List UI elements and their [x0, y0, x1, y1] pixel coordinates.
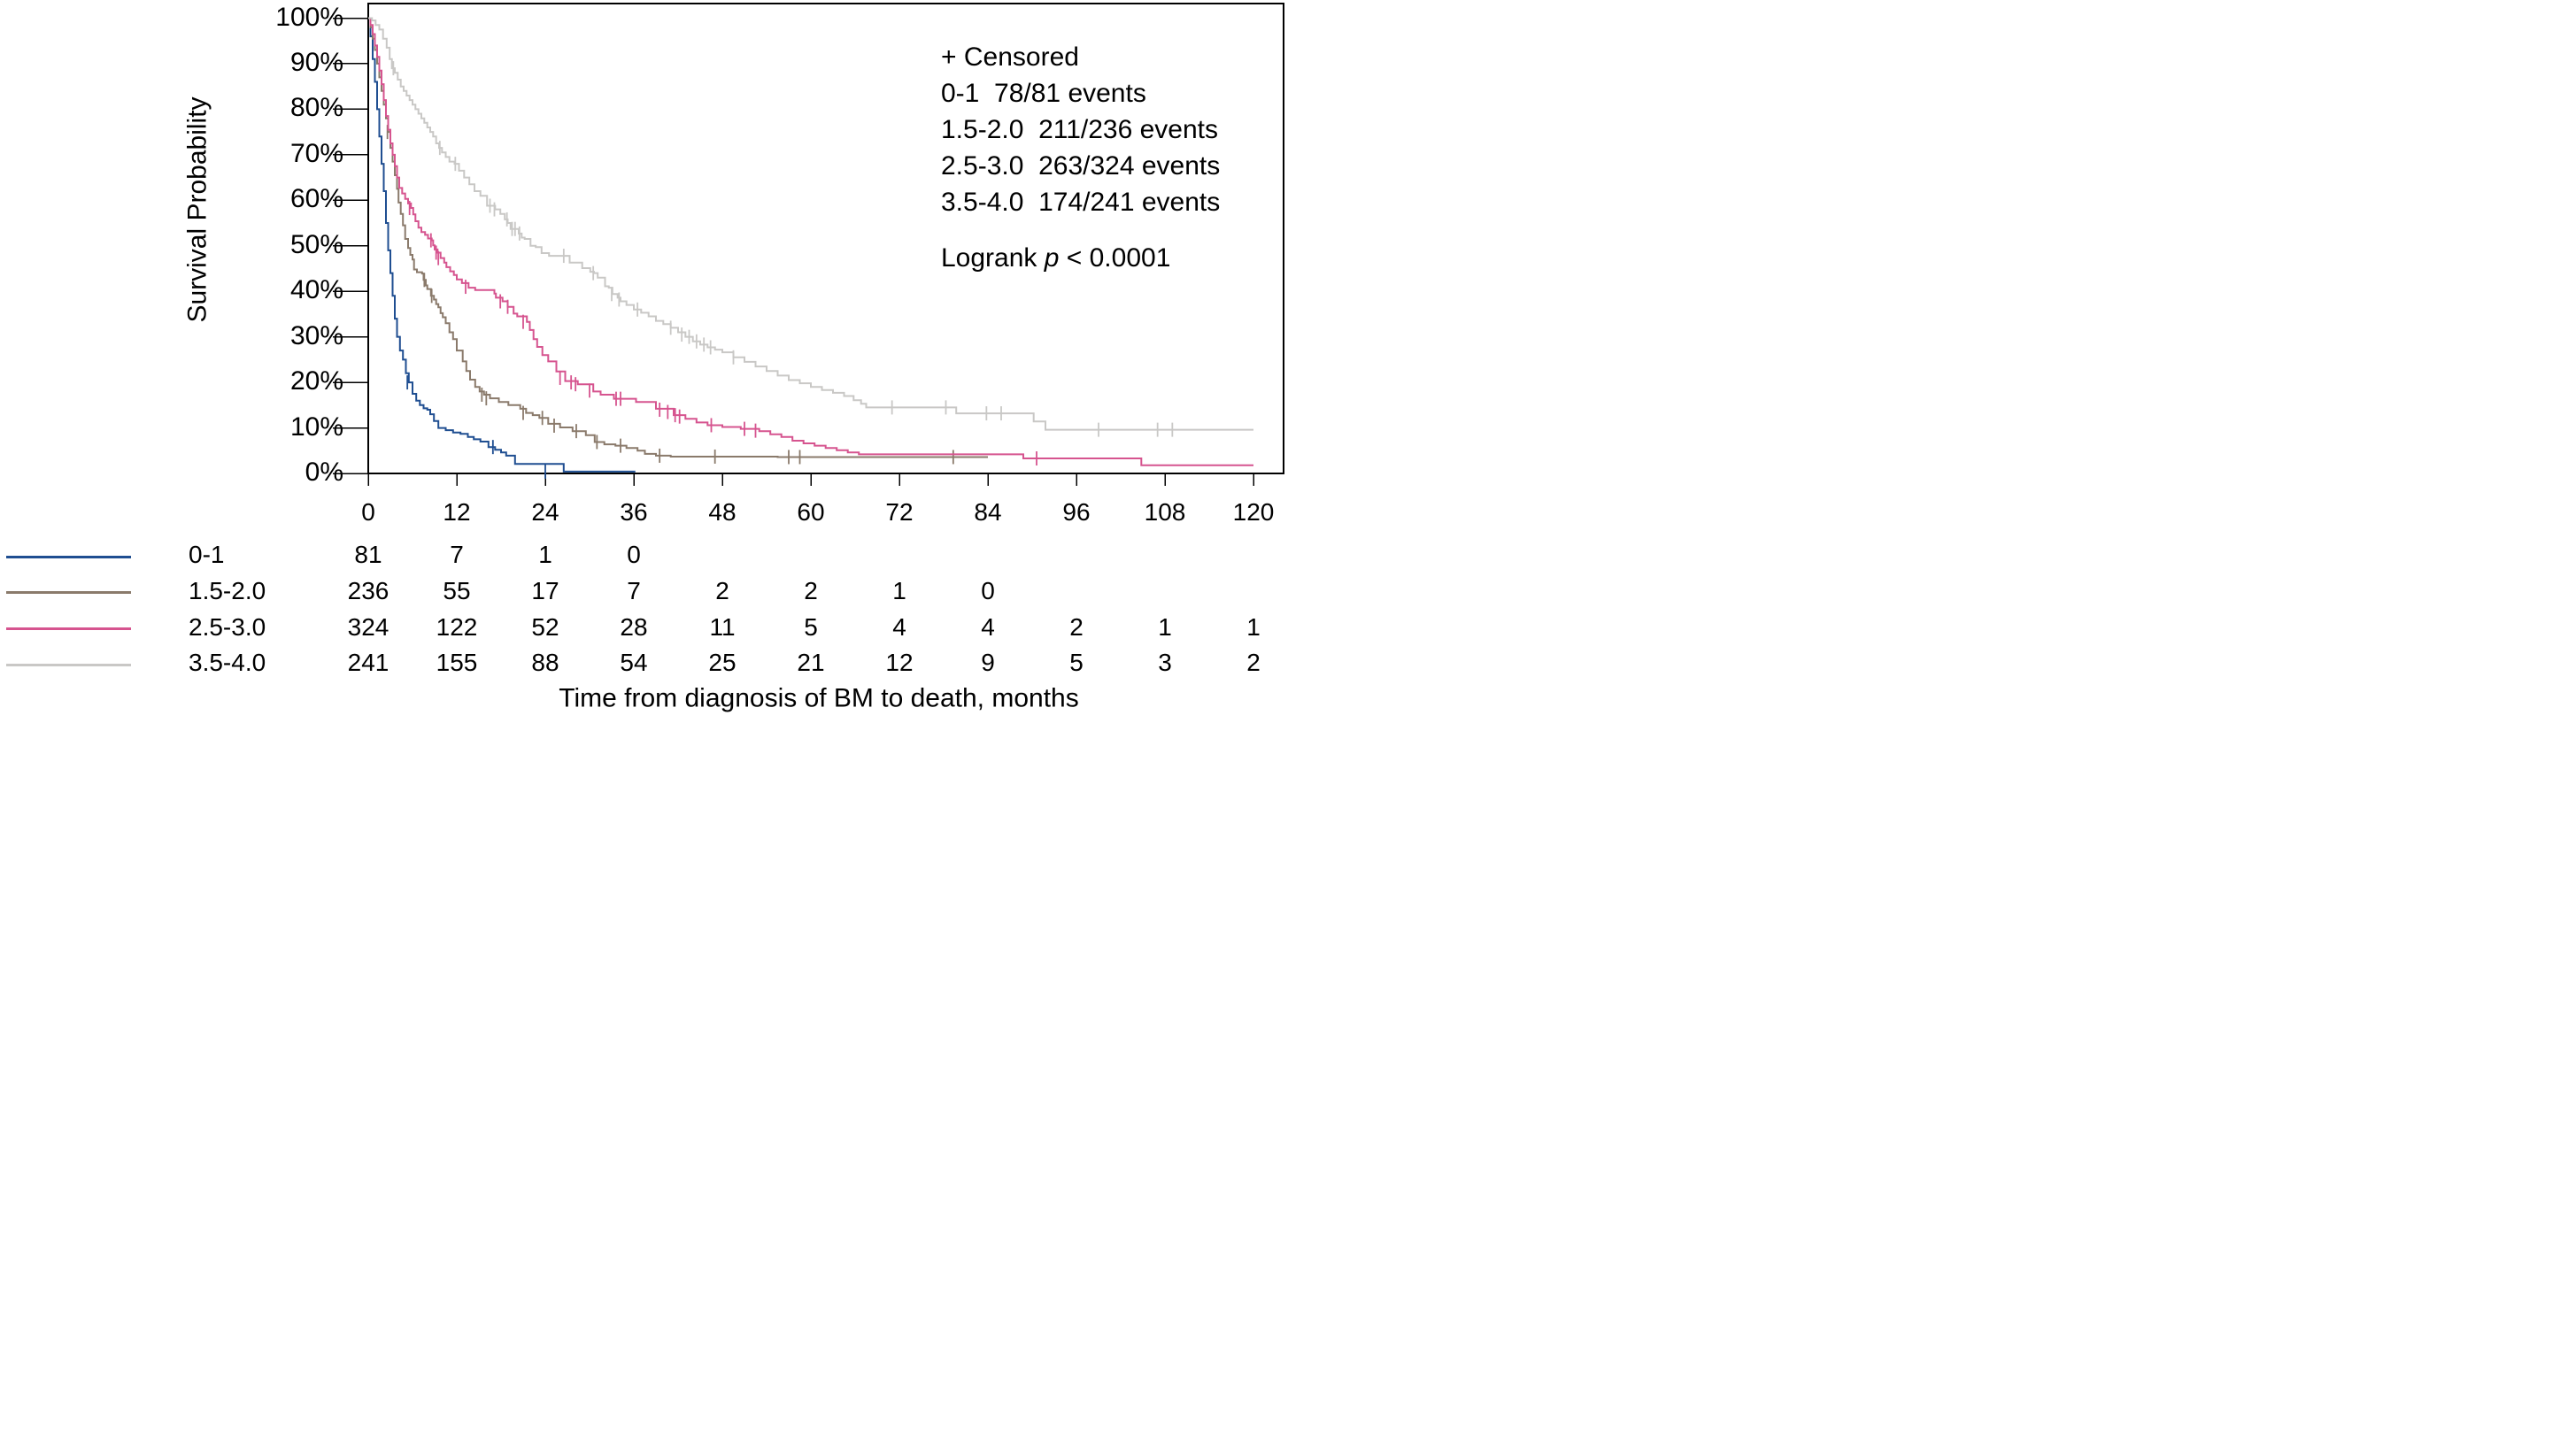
x-tick-label: 84 [974, 498, 1002, 526]
x-tick-label: 108 [1144, 498, 1186, 526]
x-tick-label: 48 [708, 498, 737, 526]
risk-count-2.5-3.0-m120: 1 [1246, 612, 1261, 641]
risk-count-0-1-m0: 81 [354, 541, 382, 568]
risk-count-3.5-4.0-m48: 25 [708, 649, 737, 677]
survival-curve-1.5-2.0 [368, 17, 988, 458]
plot-frame [367, 3, 1284, 474]
y-tick-label: 80% [289, 93, 343, 123]
y-axis-title: Survival Probability [182, 96, 212, 323]
risk-row-swatch-3.5-4.0 [6, 663, 131, 666]
legend-item-3.5-4.0: 3.5-4.0 174/241 events [941, 188, 1221, 217]
risk-count-3.5-4.0-m0: 241 [347, 649, 389, 677]
risk-count-0-1-m24: 1 [538, 541, 552, 568]
risk-count-1.5-2.0-m24: 17 [531, 576, 559, 604]
risk-count-2.5-3.0-m108: 1 [1158, 612, 1172, 641]
y-tick-label: 0% [305, 458, 343, 487]
risk-count-2.5-3.0-m84: 4 [981, 612, 995, 641]
risk-count-0-1-m36: 0 [627, 541, 641, 568]
y-tick-label: 20% [289, 366, 343, 396]
risk-count-2.5-3.0-m12: 122 [436, 612, 478, 641]
risk-count-3.5-4.0-m108: 3 [1158, 649, 1172, 677]
risk-row-swatch-0-1 [6, 555, 131, 558]
logrank-value: < 0.0001 [1059, 243, 1171, 273]
y-tick-label: 50% [289, 229, 343, 259]
risk-count-3.5-4.0-m12: 155 [436, 649, 478, 677]
risk-count-3.5-4.0-m120: 2 [1246, 649, 1261, 677]
x-tick-label: 96 [1062, 498, 1091, 526]
risk-count-1.5-2.0-m0: 236 [347, 576, 389, 604]
survival-curve-3.5-4.0 [368, 17, 1253, 431]
km-figure: Survival Probability Time from diagnosis… [0, 0, 1288, 723]
risk-count-3.5-4.0-m72: 12 [885, 649, 914, 677]
x-tick-label: 0 [361, 498, 375, 526]
y-tick-label: 70% [289, 138, 343, 168]
risk-count-2.5-3.0-m60: 5 [804, 612, 818, 641]
risk-count-2.5-3.0-m72: 4 [892, 612, 906, 641]
risk-count-1.5-2.0-m48: 2 [715, 576, 729, 604]
legend-items: 0-1 78/81 events 1.5-2.0 211/236 events 2.… [941, 75, 1220, 220]
risk-count-1.5-2.0-m72: 1 [892, 576, 906, 604]
y-tick-label: 40% [289, 275, 343, 305]
risk-count-2.5-3.0-m24: 52 [531, 612, 559, 641]
risk-count-0-1-m12: 7 [450, 541, 464, 568]
y-tick-label: 30% [289, 320, 343, 350]
x-tick-label: 120 [1232, 498, 1275, 526]
legend-item-1.5-2.0: 1.5-2.0 211/236 events [941, 115, 1219, 144]
y-tick-label: 10% [289, 411, 343, 442]
risk-count-3.5-4.0-m60: 21 [797, 649, 825, 677]
risk-row-label: 2.5-3.0 [189, 612, 266, 641]
km-plot-canvas [333, 3, 1284, 486]
x-tick-label: 12 [443, 498, 471, 526]
legend-item-2.5-3.0: 2.5-3.0 263/324 events [941, 151, 1221, 181]
legend-item-0-1: 0-1 78/81 events [941, 79, 1146, 108]
risk-count-1.5-2.0-m60: 2 [804, 576, 818, 604]
risk-row-label: 3.5-4.0 [189, 649, 266, 677]
risk-count-3.5-4.0-m36: 54 [620, 649, 648, 677]
risk-row-swatch-1.5-2.0 [6, 591, 131, 595]
risk-count-1.5-2.0-m84: 0 [981, 576, 995, 604]
survival-curve-0-1 [368, 17, 636, 473]
x-axis-title: Time from diagnosis of BM to death, mont… [559, 683, 1079, 713]
x-tick-label: 60 [797, 498, 825, 526]
risk-row-swatch-2.5-3.0 [6, 627, 131, 631]
risk-count-2.5-3.0-m0: 324 [347, 612, 389, 641]
plot-legend: + Censored 0-1 78/81 events 1.5-2.0 211/2… [941, 39, 1220, 276]
logrank-text: Logrank p < 0.0001 [941, 240, 1220, 276]
risk-count-3.5-4.0-m96: 5 [1069, 649, 1084, 677]
y-tick-label: 100% [275, 2, 343, 32]
risk-count-1.5-2.0-m36: 7 [627, 576, 641, 604]
logrank-prefix: Logrank [941, 243, 1045, 273]
risk-count-3.5-4.0-m24: 88 [531, 649, 559, 677]
x-tick-label: 24 [531, 498, 559, 526]
y-tick-label: 60% [289, 184, 343, 214]
survival-curve-2.5-3.0 [368, 17, 1253, 466]
risk-count-2.5-3.0-m96: 2 [1069, 612, 1084, 641]
censored-label: + Censored [941, 42, 1079, 72]
x-tick-label: 72 [885, 498, 914, 526]
logrank-p-symbol: p [1044, 243, 1060, 273]
x-tick-label: 36 [620, 498, 648, 526]
risk-row-label: 0-1 [189, 541, 225, 568]
risk-count-2.5-3.0-m36: 28 [620, 612, 648, 641]
y-tick-label: 90% [289, 47, 343, 77]
risk-count-2.5-3.0-m48: 11 [709, 612, 736, 641]
risk-count-3.5-4.0-m84: 9 [981, 649, 995, 677]
risk-row-label: 1.5-2.0 [189, 576, 266, 604]
risk-count-1.5-2.0-m12: 55 [443, 576, 471, 604]
